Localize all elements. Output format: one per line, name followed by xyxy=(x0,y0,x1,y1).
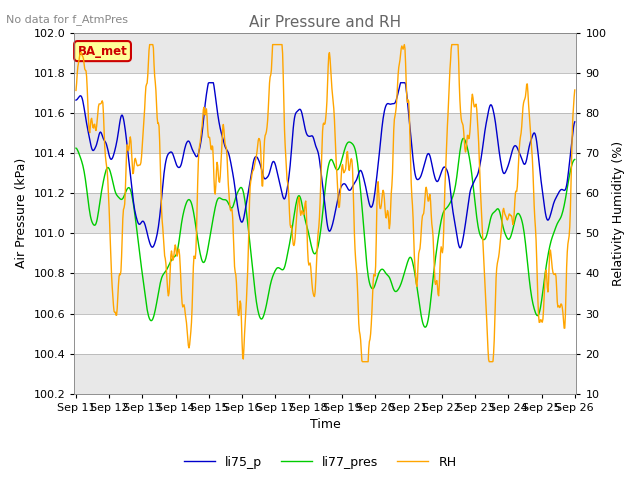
Line: RH: RH xyxy=(76,45,575,362)
RH xyxy=(376,205,384,211)
RH xyxy=(358,359,366,365)
Bar xyxy=(74,193,577,233)
RH xyxy=(391,113,399,119)
li77_pres xyxy=(451,186,459,192)
li77_pres xyxy=(503,234,511,240)
Line: li75_p: li75_p xyxy=(76,83,575,248)
Bar xyxy=(74,354,577,394)
li75_p xyxy=(503,167,511,172)
li75_p xyxy=(376,150,383,156)
li75_p xyxy=(103,142,111,148)
li77_pres xyxy=(390,287,397,292)
li77_pres xyxy=(571,156,579,162)
li77_pres xyxy=(103,166,111,172)
li75_p xyxy=(362,187,370,192)
Line: li77_pres: li77_pres xyxy=(76,138,575,327)
RH xyxy=(72,87,80,93)
Y-axis label: Air Pressure (kPa): Air Pressure (kPa) xyxy=(15,158,28,268)
Legend: li75_p, li77_pres, RH: li75_p, li77_pres, RH xyxy=(179,451,461,474)
li77_pres xyxy=(72,145,80,151)
Title: Air Pressure and RH: Air Pressure and RH xyxy=(250,15,401,30)
Bar xyxy=(74,274,577,313)
li75_p xyxy=(205,80,212,85)
RH xyxy=(103,163,111,168)
RH xyxy=(452,42,460,48)
RH xyxy=(503,216,511,222)
RH xyxy=(146,42,154,48)
RH xyxy=(363,359,371,365)
li77_pres xyxy=(362,249,369,254)
li77_pres xyxy=(460,135,467,141)
RH xyxy=(571,87,579,93)
li75_p xyxy=(571,119,579,125)
Y-axis label: Relativity Humidity (%): Relativity Humidity (%) xyxy=(612,141,625,286)
Text: BA_met: BA_met xyxy=(77,45,127,58)
li77_pres xyxy=(375,270,383,276)
li77_pres xyxy=(421,324,429,330)
li75_p xyxy=(72,97,80,103)
li75_p xyxy=(390,101,398,107)
Text: No data for f_AtmPres: No data for f_AtmPres xyxy=(6,14,129,25)
li75_p xyxy=(456,245,464,251)
Bar xyxy=(74,113,577,153)
X-axis label: Time: Time xyxy=(310,419,340,432)
Bar xyxy=(74,33,577,72)
li75_p xyxy=(451,220,459,226)
